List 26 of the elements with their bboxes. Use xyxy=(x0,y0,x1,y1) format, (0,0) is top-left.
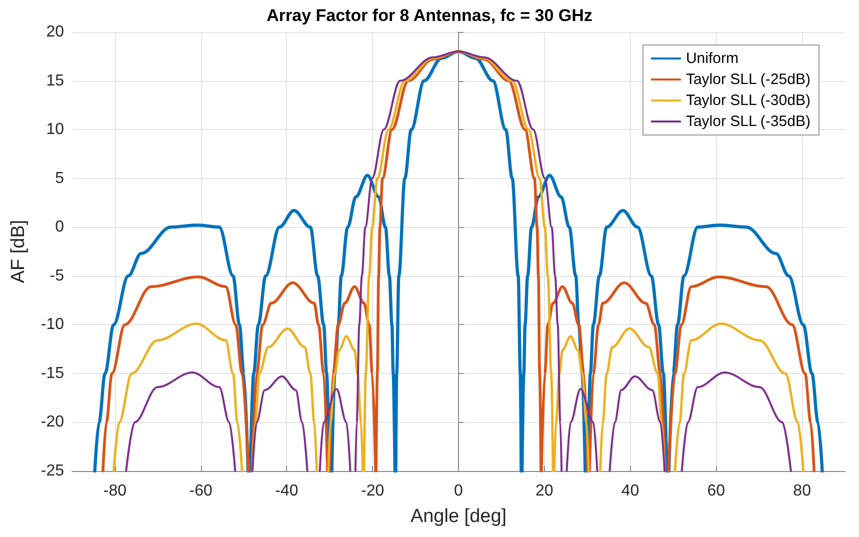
x-tick-label: 40 xyxy=(621,482,640,500)
y-tick-label: -10 xyxy=(40,316,64,334)
x-tick-label: 80 xyxy=(793,482,812,500)
y-tick-label: 5 xyxy=(55,170,64,187)
legend-label: Uniform xyxy=(686,50,738,67)
x-tick-label: 0 xyxy=(454,482,464,500)
chart-title: Array Factor for 8 Antennas, fc = 30 GHz xyxy=(266,6,592,25)
x-tick-label: -40 xyxy=(275,482,298,500)
y-tick-label: 20 xyxy=(46,24,64,40)
x-tick-label: -60 xyxy=(189,482,212,500)
y-tick-label: 10 xyxy=(46,121,64,138)
legend-label: Taylor SLL (-25dB) xyxy=(686,71,810,88)
y-axis-title: AF [dB] xyxy=(8,220,29,284)
x-tick-label: -80 xyxy=(103,482,127,500)
y-tick-label: 0 xyxy=(55,218,64,236)
y-tick-label: -20 xyxy=(40,414,64,431)
x-axis-title: Angle [deg] xyxy=(410,506,507,527)
y-tick-label: 15 xyxy=(46,72,64,90)
y-tick-label: -15 xyxy=(40,364,64,382)
x-tick-label: -20 xyxy=(361,482,384,500)
y-tick-label: -25 xyxy=(40,462,64,480)
y-tick-label: -5 xyxy=(50,267,64,284)
legend-label: Taylor SLL (-30dB) xyxy=(686,92,810,109)
x-tick-label: 20 xyxy=(535,482,554,500)
x-tick-label: 60 xyxy=(707,482,726,500)
legend-label: Taylor SLL (-35dB) xyxy=(686,113,810,130)
